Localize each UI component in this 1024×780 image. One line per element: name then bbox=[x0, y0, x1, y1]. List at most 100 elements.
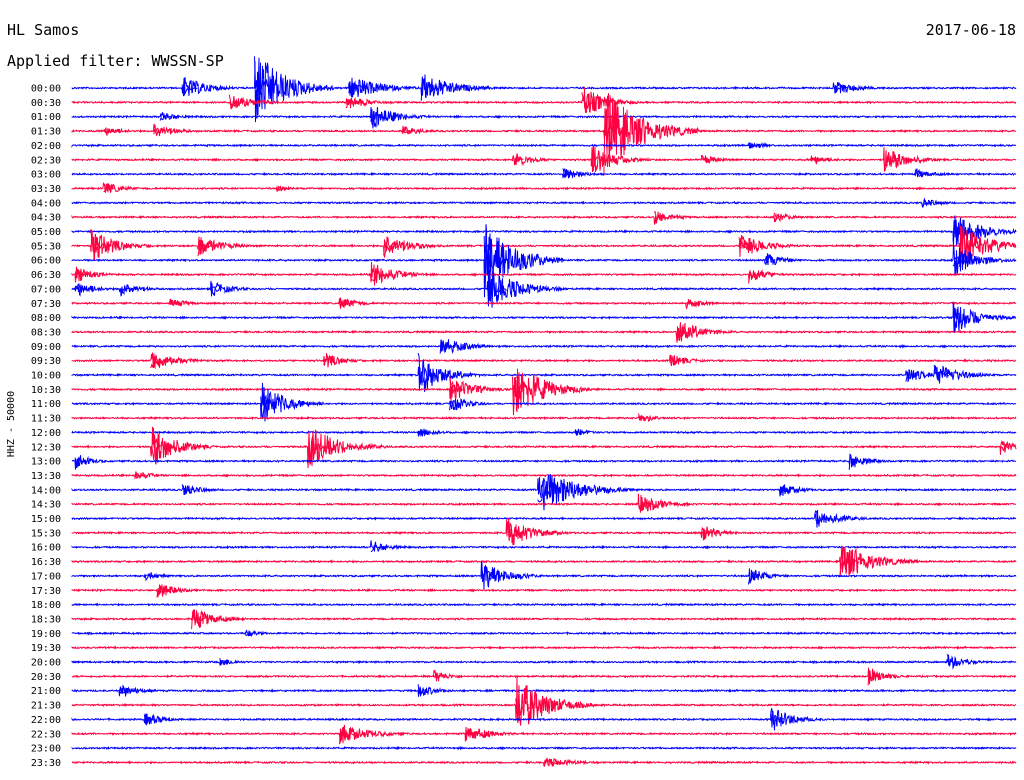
seismic-event bbox=[575, 429, 585, 435]
row-label: 18:30 bbox=[31, 614, 61, 625]
seismic-event bbox=[420, 76, 441, 101]
row-label: 07:00 bbox=[31, 284, 61, 295]
trace-row bbox=[71, 745, 1017, 751]
row-label: 10:00 bbox=[31, 371, 61, 382]
seismic-event bbox=[770, 708, 785, 725]
row-label: 06:00 bbox=[31, 256, 61, 267]
trace-row bbox=[71, 225, 1017, 261]
trace-row bbox=[71, 667, 1017, 685]
trace-row bbox=[71, 540, 1017, 552]
seismic-event bbox=[833, 83, 849, 93]
trace-row bbox=[71, 368, 1017, 413]
seismic-event bbox=[748, 142, 760, 150]
seismic-event bbox=[811, 156, 823, 162]
trace-row bbox=[71, 297, 1017, 310]
trace-row bbox=[71, 87, 1017, 113]
row-label: 15:30 bbox=[31, 528, 61, 539]
trace-row bbox=[71, 269, 1017, 308]
seismic-event bbox=[254, 56, 274, 105]
trace-row bbox=[71, 182, 1017, 194]
seismic-event bbox=[590, 155, 607, 172]
trace-row bbox=[71, 629, 1017, 637]
trace-row bbox=[71, 654, 1017, 670]
seismic-event bbox=[307, 431, 328, 469]
row-label: 02:30 bbox=[31, 155, 61, 166]
seismic-event bbox=[181, 79, 198, 94]
row-label: 00:30 bbox=[31, 98, 61, 109]
trace-row bbox=[71, 352, 1017, 370]
seismic-event bbox=[383, 241, 399, 259]
seismic-event bbox=[537, 477, 562, 503]
row-label: 07:30 bbox=[31, 299, 61, 310]
seismic-event bbox=[779, 486, 791, 494]
row-label: 12:30 bbox=[31, 442, 61, 453]
seismic-event bbox=[370, 109, 387, 126]
trace-row bbox=[71, 474, 1017, 511]
seismic-event bbox=[653, 210, 666, 222]
seismic-event bbox=[480, 569, 497, 582]
seismic-event bbox=[839, 545, 860, 577]
seismic-event bbox=[370, 543, 383, 553]
row-label: 20:30 bbox=[31, 672, 61, 683]
seismic-event bbox=[118, 287, 131, 294]
trace-row bbox=[71, 224, 1017, 298]
trace-row bbox=[71, 339, 1017, 354]
trace-row bbox=[71, 414, 1017, 423]
seismic-event bbox=[867, 669, 880, 686]
trace-row bbox=[71, 560, 1017, 590]
seismic-event bbox=[814, 510, 830, 525]
trace-row bbox=[71, 509, 1017, 528]
row-label: 14:30 bbox=[31, 500, 61, 511]
seismic-event bbox=[669, 354, 682, 363]
filter-label: Applied filter: WWSSN-SP bbox=[7, 52, 224, 70]
trace-row bbox=[71, 645, 1017, 650]
trace-row bbox=[71, 304, 1017, 332]
trace-row bbox=[71, 261, 1017, 286]
trace-row bbox=[71, 584, 1017, 598]
trace-row bbox=[71, 57, 1017, 123]
trace-row bbox=[71, 426, 1017, 469]
trace-row bbox=[71, 322, 1017, 343]
row-label: 04:30 bbox=[31, 213, 61, 224]
seismic-event bbox=[958, 235, 979, 268]
trace-row bbox=[71, 167, 1017, 179]
seismic-event bbox=[276, 186, 286, 192]
seismic-event bbox=[685, 298, 697, 307]
seismic-event bbox=[90, 229, 107, 254]
row-label: 11:00 bbox=[31, 399, 61, 410]
seismic-event bbox=[169, 299, 181, 307]
seismic-event bbox=[323, 357, 335, 366]
seismic-event bbox=[159, 112, 172, 121]
row-label: 23:30 bbox=[31, 758, 61, 769]
row-label: 08:30 bbox=[31, 327, 61, 338]
seismic-event bbox=[848, 453, 861, 470]
trace-row bbox=[71, 382, 1017, 422]
seismic-event bbox=[228, 94, 245, 109]
seismic-event bbox=[197, 240, 213, 257]
trace-row bbox=[71, 215, 1017, 248]
seismic-event bbox=[150, 438, 166, 460]
row-label: 09:30 bbox=[31, 356, 61, 367]
seismic-event bbox=[339, 298, 351, 309]
seismic-event bbox=[103, 184, 115, 193]
seismic-event bbox=[952, 254, 969, 267]
y-axis-label: HHZ - 50000 bbox=[6, 391, 17, 457]
seismic-event bbox=[933, 364, 950, 382]
seismic-event bbox=[952, 219, 973, 242]
seismic-event bbox=[483, 235, 504, 289]
seismic-event bbox=[74, 456, 85, 469]
seismic-event bbox=[348, 81, 368, 95]
seismic-event bbox=[150, 356, 167, 369]
row-label: 00:00 bbox=[31, 84, 61, 95]
row-label: 14:00 bbox=[31, 485, 61, 496]
seismic-event bbox=[417, 684, 430, 694]
seismic-event bbox=[401, 128, 414, 134]
seismic-event bbox=[883, 154, 900, 172]
seismic-event bbox=[74, 268, 87, 277]
seismic-event bbox=[191, 609, 206, 630]
trace-row bbox=[71, 684, 1016, 698]
seismic-event bbox=[562, 168, 575, 179]
row-label: 11:30 bbox=[31, 414, 61, 425]
seismic-event bbox=[773, 212, 785, 219]
